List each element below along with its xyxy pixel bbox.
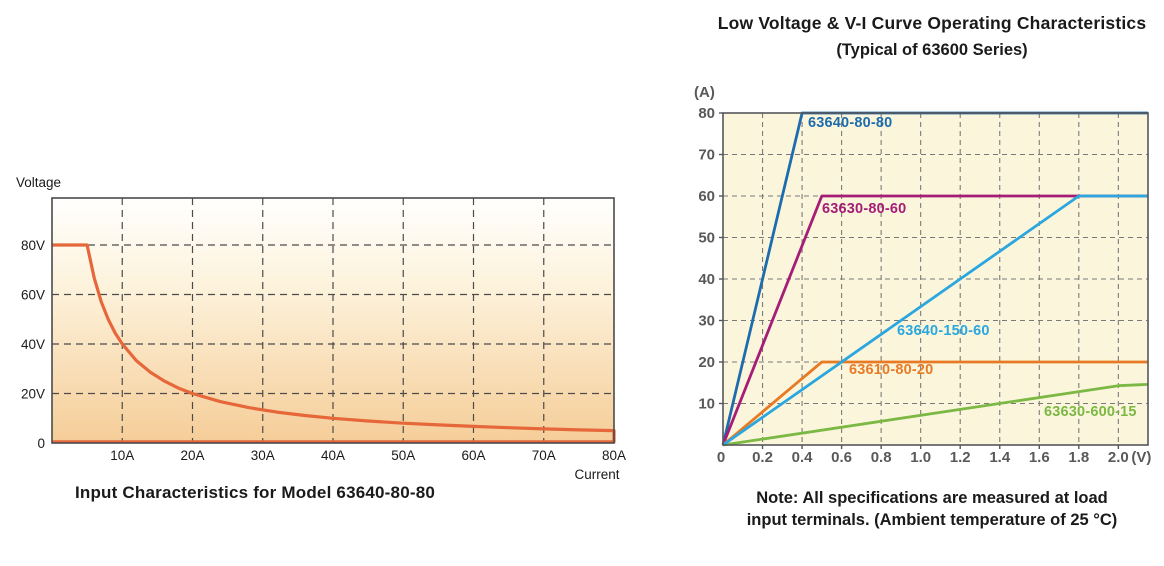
svg-text:80: 80 xyxy=(698,105,715,122)
svg-text:0: 0 xyxy=(37,436,45,451)
left-chart-caption: Input Characteristics for Model 63640-80… xyxy=(74,483,436,502)
note-line-2: input terminals. (Ambient temperature of… xyxy=(746,511,1118,529)
svg-text:50: 50 xyxy=(698,230,715,247)
right-chart-y-axis-unit: (A) xyxy=(694,84,715,101)
svg-text:1.4: 1.4 xyxy=(989,449,1011,466)
svg-text:30A: 30A xyxy=(251,448,275,463)
right-chart-title: Low Voltage & V-I Curve Operating Charac… xyxy=(717,13,1147,33)
svg-text:70: 70 xyxy=(698,147,715,164)
svg-text:40: 40 xyxy=(698,271,715,288)
svg-text:70A: 70A xyxy=(532,448,556,463)
right-chart-note: Note: All specifications are measured at… xyxy=(698,487,1164,531)
note-line-1: Note: All specifications are measured at… xyxy=(756,489,1108,507)
svg-text:30: 30 xyxy=(698,313,715,330)
vi-curve-chart: 0.2 0.4 0.6 0.8 1.0 1.2 1.4 1.6 1.8 2.0 10 20 30 40 50… xyxy=(698,105,1151,466)
svg-text:60V: 60V xyxy=(21,288,45,303)
svg-text:0.6: 0.6 xyxy=(831,449,852,466)
svg-text:1.2: 1.2 xyxy=(950,449,971,466)
svg-text:2.0: 2.0 xyxy=(1108,449,1129,466)
svg-text:1.6: 1.6 xyxy=(1029,449,1050,466)
series-label-63640-150-60: 63640-150-60 xyxy=(897,323,990,339)
svg-text:40A: 40A xyxy=(321,448,345,463)
input-characteristics-chart: 10A 20A 30A 40A 50A 60A 70A 80A 0 20V 40V 60V 80V xyxy=(21,197,626,463)
svg-text:80A: 80A xyxy=(602,448,626,463)
svg-text:20: 20 xyxy=(698,354,715,371)
svg-text:0.2: 0.2 xyxy=(752,449,773,466)
right-chart-subtitle: (Typical of 63600 Series) xyxy=(836,41,1028,59)
left-chart-y-axis-title: Voltage xyxy=(16,175,62,190)
series-label-63630-600-15: 63630-600-15 xyxy=(1044,404,1137,420)
svg-text:10A: 10A xyxy=(110,448,134,463)
svg-text:0.8: 0.8 xyxy=(871,449,892,466)
svg-text:60A: 60A xyxy=(461,448,485,463)
left-chart-x-axis-title: Current xyxy=(574,467,620,482)
svg-text:80V: 80V xyxy=(21,238,45,253)
svg-text:40V: 40V xyxy=(21,337,45,352)
svg-text:1.0: 1.0 xyxy=(910,449,931,466)
series-label-63640-80-80: 63640-80-80 xyxy=(808,115,893,131)
svg-text:10: 10 xyxy=(698,396,715,413)
svg-text:60: 60 xyxy=(698,188,715,205)
series-label-63630-80-60: 63630-80-60 xyxy=(822,201,907,217)
svg-text:0: 0 xyxy=(717,449,725,466)
series-label-63610-80-20: 63610-80-20 xyxy=(849,362,934,378)
svg-text:(V): (V) xyxy=(1131,449,1151,466)
svg-text:20V: 20V xyxy=(21,387,45,402)
svg-text:50A: 50A xyxy=(391,448,415,463)
svg-text:20A: 20A xyxy=(180,448,204,463)
svg-text:1.8: 1.8 xyxy=(1068,449,1089,466)
svg-text:0.4: 0.4 xyxy=(792,449,814,466)
